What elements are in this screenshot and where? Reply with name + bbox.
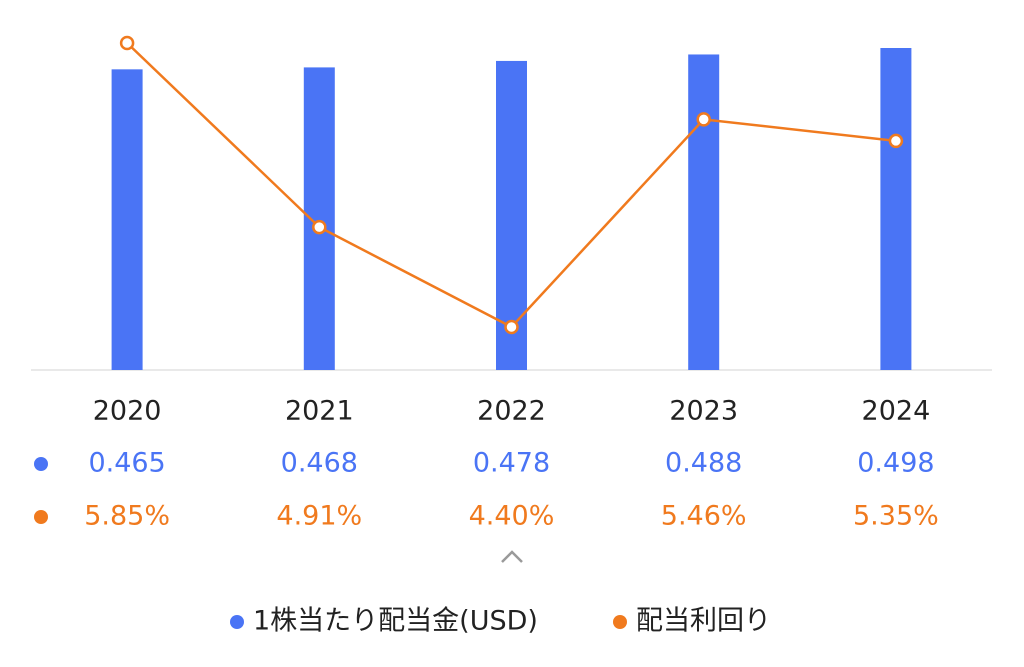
x-tick-label: 2020 — [93, 396, 162, 427]
value-label: 0.498 — [857, 448, 934, 479]
value-label: 0.488 — [665, 448, 742, 479]
value-label: 4.40% — [469, 501, 555, 532]
legend-marker — [230, 615, 244, 629]
value-label: 5.35% — [853, 501, 939, 532]
bar — [880, 48, 912, 370]
line-point — [696, 112, 711, 127]
value-label: 5.46% — [661, 501, 747, 532]
row-dot — [34, 457, 48, 471]
x-tick-label: 2021 — [285, 396, 354, 427]
legend-label: 1株当たり配当金(USD) — [253, 606, 538, 637]
bar — [111, 69, 143, 371]
bar — [303, 67, 335, 371]
value-label: 0.478 — [473, 448, 550, 479]
x-tick-label: 2023 — [669, 396, 738, 427]
bar — [496, 60, 527, 370]
expand-chevron[interactable] — [501, 550, 523, 563]
row-dot — [34, 510, 48, 524]
value-label: 5.85% — [84, 501, 170, 532]
line-point — [504, 319, 519, 335]
line-point — [312, 219, 327, 235]
x-tick-label: 2024 — [862, 396, 931, 427]
value-label: 4.91% — [276, 501, 362, 532]
value-label: 0.465 — [88, 448, 165, 479]
line-point — [888, 133, 904, 149]
line-point — [119, 35, 135, 51]
bar — [688, 54, 720, 371]
legend-marker — [613, 615, 627, 629]
x-tick-label: 2022 — [477, 396, 546, 427]
legend-label: 配当利回り — [636, 606, 771, 637]
value-label: 0.468 — [281, 448, 358, 479]
